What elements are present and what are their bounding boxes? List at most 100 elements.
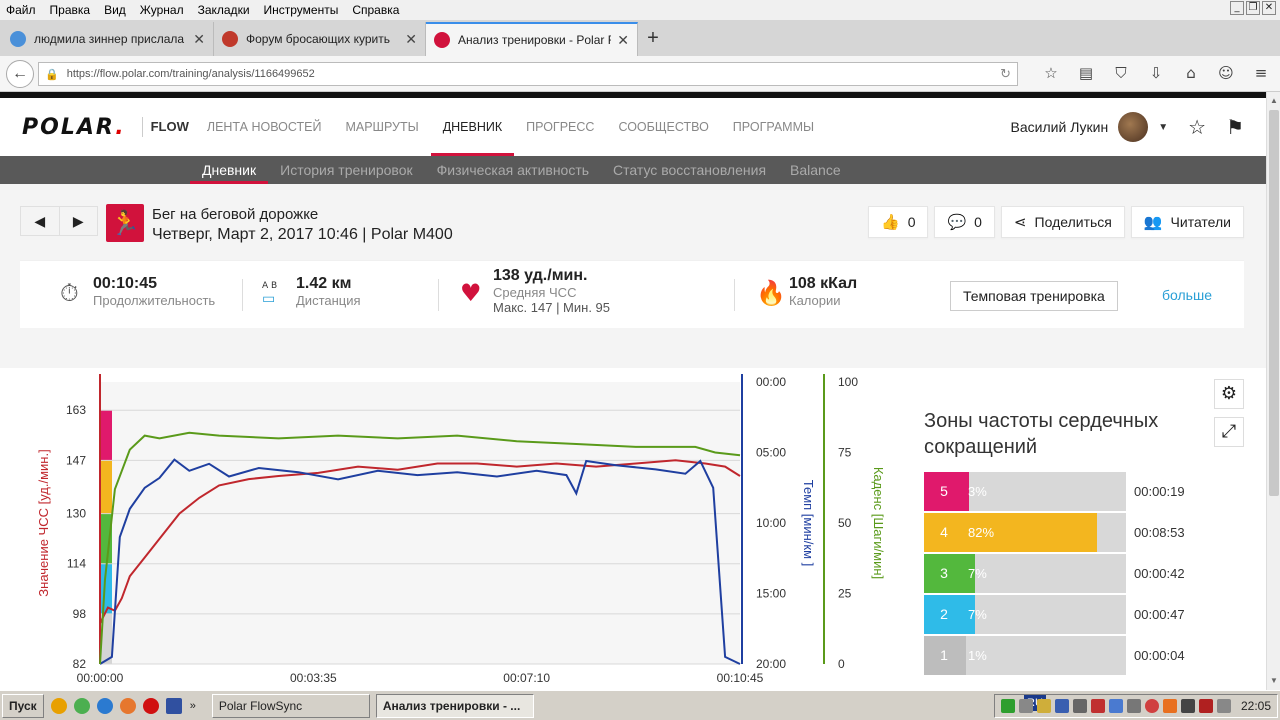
tray-app-icon[interactable] xyxy=(1108,699,1123,713)
home-icon[interactable]: ⌂ xyxy=(1186,64,1196,82)
subnav-item[interactable]: Физическая активность xyxy=(436,162,590,178)
page-scrollbar[interactable]: ▲ ▼ xyxy=(1266,92,1280,690)
bookmark-star-icon[interactable]: ☆ xyxy=(1044,64,1058,82)
close-tab-icon[interactable]: ✕ xyxy=(617,31,629,48)
share-button[interactable]: ⋖ Поделиться xyxy=(1000,206,1125,238)
tray-app-icon[interactable] xyxy=(1018,699,1033,713)
tray-app-icon[interactable] xyxy=(1000,699,1015,713)
restore-button[interactable]: ❐ xyxy=(1246,1,1260,15)
nav-item[interactable]: СООБЩЕСТВО xyxy=(618,120,709,134)
zone-row[interactable]: 3 7% 00:00:42 xyxy=(924,554,1224,595)
tray-app-icon[interactable] xyxy=(1036,699,1051,713)
zone-bar xyxy=(964,636,966,675)
tray-app-icon[interactable] xyxy=(1216,699,1231,713)
subnav-item[interactable]: История тренировок xyxy=(280,162,413,178)
duration-cell: ⏱ 00:10:45 Продолжительность xyxy=(60,275,215,319)
back-button[interactable]: ← xyxy=(6,59,34,88)
nav-item[interactable]: ЛЕНТА НОВОСТЕЙ xyxy=(206,120,322,134)
menu-item[interactable]: Журнал xyxy=(139,3,184,17)
followers-button[interactable]: 👥 Читатели xyxy=(1130,206,1244,238)
menu-item[interactable]: Вид xyxy=(104,3,126,17)
user-name[interactable]: Василий Лукин xyxy=(1010,119,1109,135)
settings-gear-icon[interactable]: ⚙ xyxy=(1214,379,1244,409)
zone-number: 2 xyxy=(924,595,964,634)
chat-icon[interactable]: ☺ xyxy=(1218,64,1234,82)
tray-app-icon[interactable] xyxy=(1090,699,1105,713)
menu-item[interactable]: Инструменты xyxy=(263,3,339,17)
calories-label: Калории xyxy=(789,293,841,308)
start-button[interactable]: Пуск xyxy=(2,693,44,718)
taskbar-task[interactable]: Анализ тренировки - ... xyxy=(375,693,534,718)
polar-logo[interactable]: POLAR. xyxy=(22,114,126,140)
new-tab-button[interactable]: + xyxy=(647,27,659,49)
star-icon[interactable]: ☆ xyxy=(1188,115,1207,139)
menu-item[interactable]: Закладки xyxy=(197,3,250,17)
divider xyxy=(242,279,243,311)
zone-row[interactable]: 4 82% 00:08:53 xyxy=(924,513,1224,554)
more-quicklaunch-icon[interactable]: » xyxy=(189,699,196,712)
menu-item[interactable]: Правка xyxy=(49,3,91,17)
subnav-item[interactable]: Статус восстановления xyxy=(613,162,767,178)
clock[interactable]: 22:05 xyxy=(1240,699,1271,713)
close-tab-icon[interactable]: ✕ xyxy=(405,30,417,47)
nav-item[interactable]: МАРШРУТЫ xyxy=(345,120,419,134)
avatar[interactable] xyxy=(1118,112,1149,142)
taskbar-task[interactable]: Polar FlowSync xyxy=(211,693,370,718)
close-tab-icon[interactable]: ✕ xyxy=(193,30,205,47)
chevron-down-icon[interactable]: ▼ xyxy=(1158,121,1169,133)
scroll-up-arrow[interactable]: ▲ xyxy=(1270,96,1278,105)
download-icon[interactable]: ⇩ xyxy=(1149,64,1163,82)
nav-item[interactable]: ПРОГРАММЫ xyxy=(732,120,815,134)
minimize-button[interactable]: _ xyxy=(1230,1,1244,15)
zone-row[interactable]: 5 3% 00:00:19 xyxy=(924,472,1224,513)
prev-session-button[interactable]: ◀ xyxy=(21,207,60,235)
firefox-icon[interactable] xyxy=(119,697,136,714)
url-bar[interactable]: 🔒 https://flow.polar.com/training/analys… xyxy=(38,62,1018,86)
distance-cell: A B ▭ 1.42 км Дистанция xyxy=(262,275,361,319)
tray-app-icon[interactable] xyxy=(1162,699,1177,713)
next-session-button[interactable]: ▶ xyxy=(72,213,84,229)
browser-icon[interactable] xyxy=(96,697,113,714)
nav-item[interactable]: ДНЕВНИК xyxy=(430,98,515,156)
x-tick-label: 00:10:45 xyxy=(717,671,764,685)
comment-button[interactable]: 💬 0 xyxy=(934,206,995,238)
opera-icon[interactable] xyxy=(142,697,159,714)
cadence-tick-label: 50 xyxy=(838,516,852,530)
menu-item[interactable]: Файл xyxy=(6,3,36,17)
reading-list-icon[interactable]: ▤ xyxy=(1078,64,1094,82)
favicon-icon xyxy=(222,31,238,47)
subnav-item[interactable]: Balance xyxy=(790,162,841,178)
tray-app-icon[interactable] xyxy=(1072,699,1087,713)
scroll-thumb[interactable] xyxy=(1269,110,1279,496)
close-window-button[interactable]: ✕ xyxy=(1262,1,1276,15)
browser-tab[interactable]: людмила зиннер прислала н... ✕ xyxy=(2,22,214,56)
scroll-down-arrow[interactable]: ▼ xyxy=(1270,676,1278,685)
notifications-icon[interactable]: ⚑ xyxy=(1226,115,1244,139)
hamburger-menu-icon[interactable]: ≡ xyxy=(1254,64,1268,82)
avast-icon[interactable] xyxy=(50,697,67,714)
chrome-icon[interactable] xyxy=(73,697,90,714)
more-link[interactable]: больше xyxy=(1162,287,1212,303)
fullscreen-icon[interactable]: ⤢ xyxy=(1214,417,1244,447)
pocket-icon[interactable]: ⛉ xyxy=(1115,64,1127,82)
distance-label: Дистанция xyxy=(296,293,361,308)
save-icon[interactable] xyxy=(165,697,182,714)
like-button[interactable]: 👍 0 xyxy=(868,206,929,238)
nav-item[interactable]: ПРОГРЕСС xyxy=(526,120,595,134)
tray-app-icon[interactable] xyxy=(1054,699,1069,713)
favicon-icon xyxy=(434,32,450,48)
toolbar-icons: ☆ ▤ ⛉ ⇩ ⌂ ☺ ≡ xyxy=(1040,62,1272,84)
tray-app-icon[interactable] xyxy=(1180,699,1195,713)
browser-tab[interactable]: Форум бросающих курить ✕ xyxy=(214,22,426,56)
reload-icon[interactable]: ↻ xyxy=(1000,66,1011,81)
zone-row[interactable]: 2 7% 00:00:47 xyxy=(924,595,1224,636)
tempo-training-button[interactable]: Темповая тренировка xyxy=(950,281,1118,311)
tray-app-icon[interactable] xyxy=(1144,699,1159,713)
tray-app-icon[interactable] xyxy=(1198,699,1213,713)
training-chart[interactable]: 163 147 130 114 98 82 00:00 05:00 10:00 15:00 20:0… xyxy=(0,368,900,690)
tray-app-icon[interactable] xyxy=(1126,699,1141,713)
browser-tab[interactable]: Анализ тренировки - Polar F... ✕ xyxy=(426,22,638,56)
zone-row[interactable]: 1 1% 00:00:04 xyxy=(924,636,1224,677)
subnav-item[interactable]: Дневник xyxy=(190,156,269,184)
menu-item[interactable]: Справка xyxy=(352,3,400,17)
